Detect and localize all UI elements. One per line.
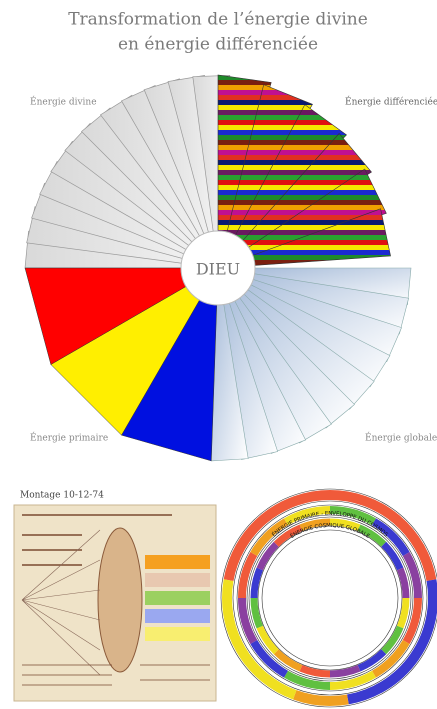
ring-arc: [329, 670, 376, 690]
ring-arc: [223, 490, 437, 581]
ring-arc: [357, 649, 387, 672]
ring-line: [261, 529, 399, 667]
label-global: Énergie globale: [365, 432, 437, 444]
ring-diagram: ÉNERGIE PRIMAIRE - ENVELOPPE DU COSMOSÉN…: [220, 488, 437, 708]
label-divine: Énergie divine: [30, 96, 97, 108]
label-differentiated: Énergie différenciée: [345, 96, 437, 108]
ring-line: [248, 516, 412, 680]
montage-caption: Montage 10-12-74: [20, 491, 104, 501]
sketch: [13, 504, 217, 702]
wheel: [24, 74, 412, 462]
label-primary: Énergie primaire: [30, 432, 108, 444]
striped-blade: [217, 208, 391, 269]
ring-arc: [371, 518, 410, 557]
ring-arc: [396, 567, 410, 599]
center-circle: [180, 230, 256, 306]
ring-arc: [293, 690, 349, 706]
ring-arc: [299, 518, 331, 532]
center-label: DIEU: [196, 260, 240, 279]
ring-arc: [402, 597, 422, 644]
ring-arc: [238, 552, 258, 599]
title-line2: en énergie différenciée: [118, 35, 318, 55]
ring-arc: [273, 649, 303, 672]
ring-arc: [250, 567, 264, 599]
ring-arc: [346, 579, 437, 705]
ring-arc: [222, 579, 297, 700]
ring-arc: [250, 597, 264, 629]
ring-line: [246, 514, 414, 682]
ring-line: [236, 504, 424, 692]
ring-line: [220, 488, 437, 708]
ring-arc: [284, 506, 331, 526]
ring-arc: [329, 506, 376, 526]
ring-arc: [381, 625, 404, 655]
ring-arc: [238, 597, 258, 644]
ring-arc: [371, 639, 410, 678]
ring-arc: [256, 541, 279, 571]
ring-arc: [396, 597, 410, 629]
ring-arc: [329, 518, 361, 532]
ring-arc: [250, 639, 289, 678]
ring-arc: [381, 541, 404, 571]
ring-line: [232, 500, 428, 696]
red-sector: [24, 267, 219, 365]
ring-arc: [329, 664, 361, 678]
ring-arc: [402, 552, 422, 599]
ring-arc: [250, 518, 289, 557]
ring-arc: [299, 664, 331, 678]
ring-arc: [256, 625, 279, 655]
ring-line: [257, 525, 403, 671]
ring-arc: [284, 670, 331, 690]
title-line1: Transformation de l’énergie divine: [68, 10, 368, 30]
ring-arc: [357, 524, 387, 547]
ring-arc: [273, 524, 303, 547]
